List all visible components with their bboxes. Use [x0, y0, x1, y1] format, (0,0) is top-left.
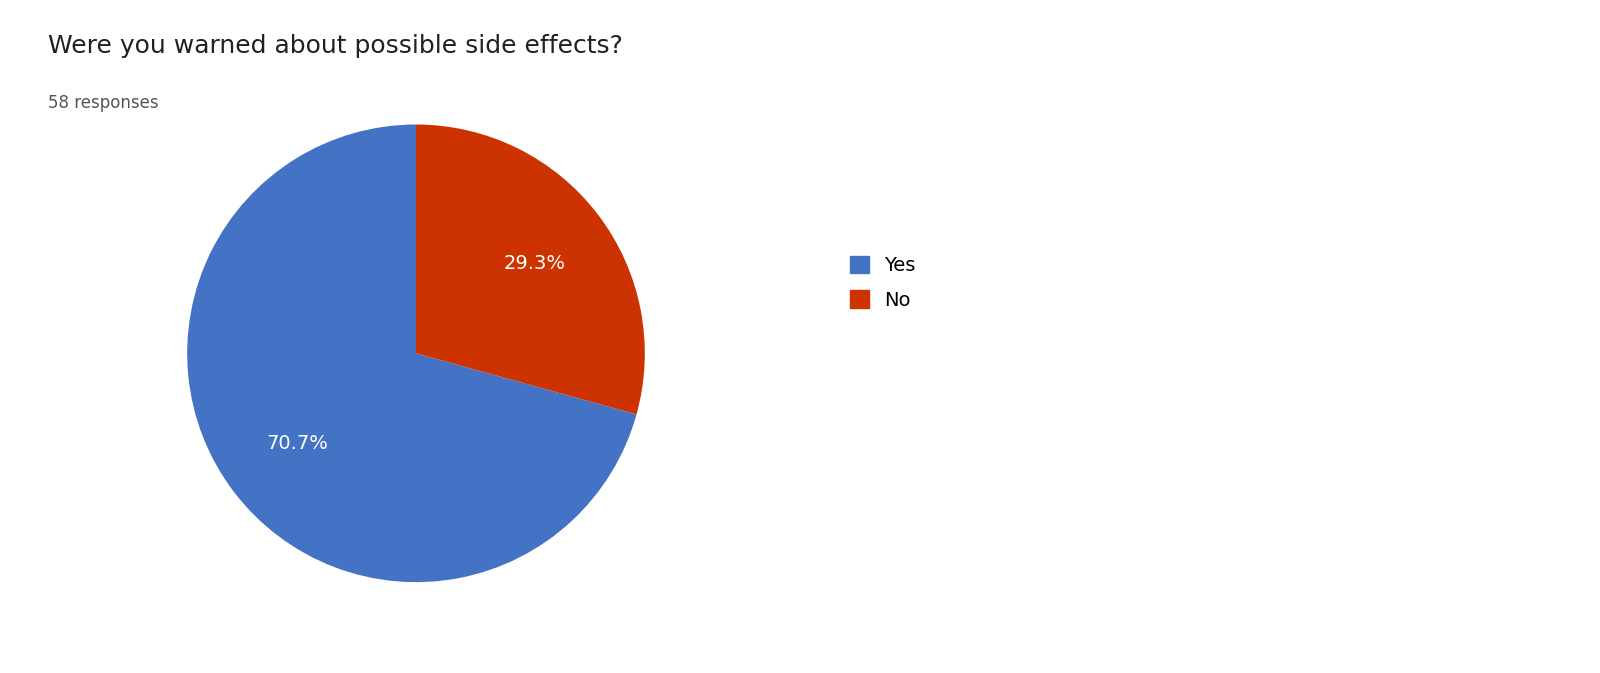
Wedge shape: [416, 125, 645, 415]
Text: Were you warned about possible side effects?: Were you warned about possible side effe…: [48, 34, 622, 58]
Wedge shape: [187, 125, 637, 582]
Legend: Yes, No: Yes, No: [842, 248, 923, 318]
Text: 29.3%: 29.3%: [504, 254, 565, 273]
Text: 70.7%: 70.7%: [267, 434, 328, 453]
Text: 58 responses: 58 responses: [48, 94, 158, 112]
